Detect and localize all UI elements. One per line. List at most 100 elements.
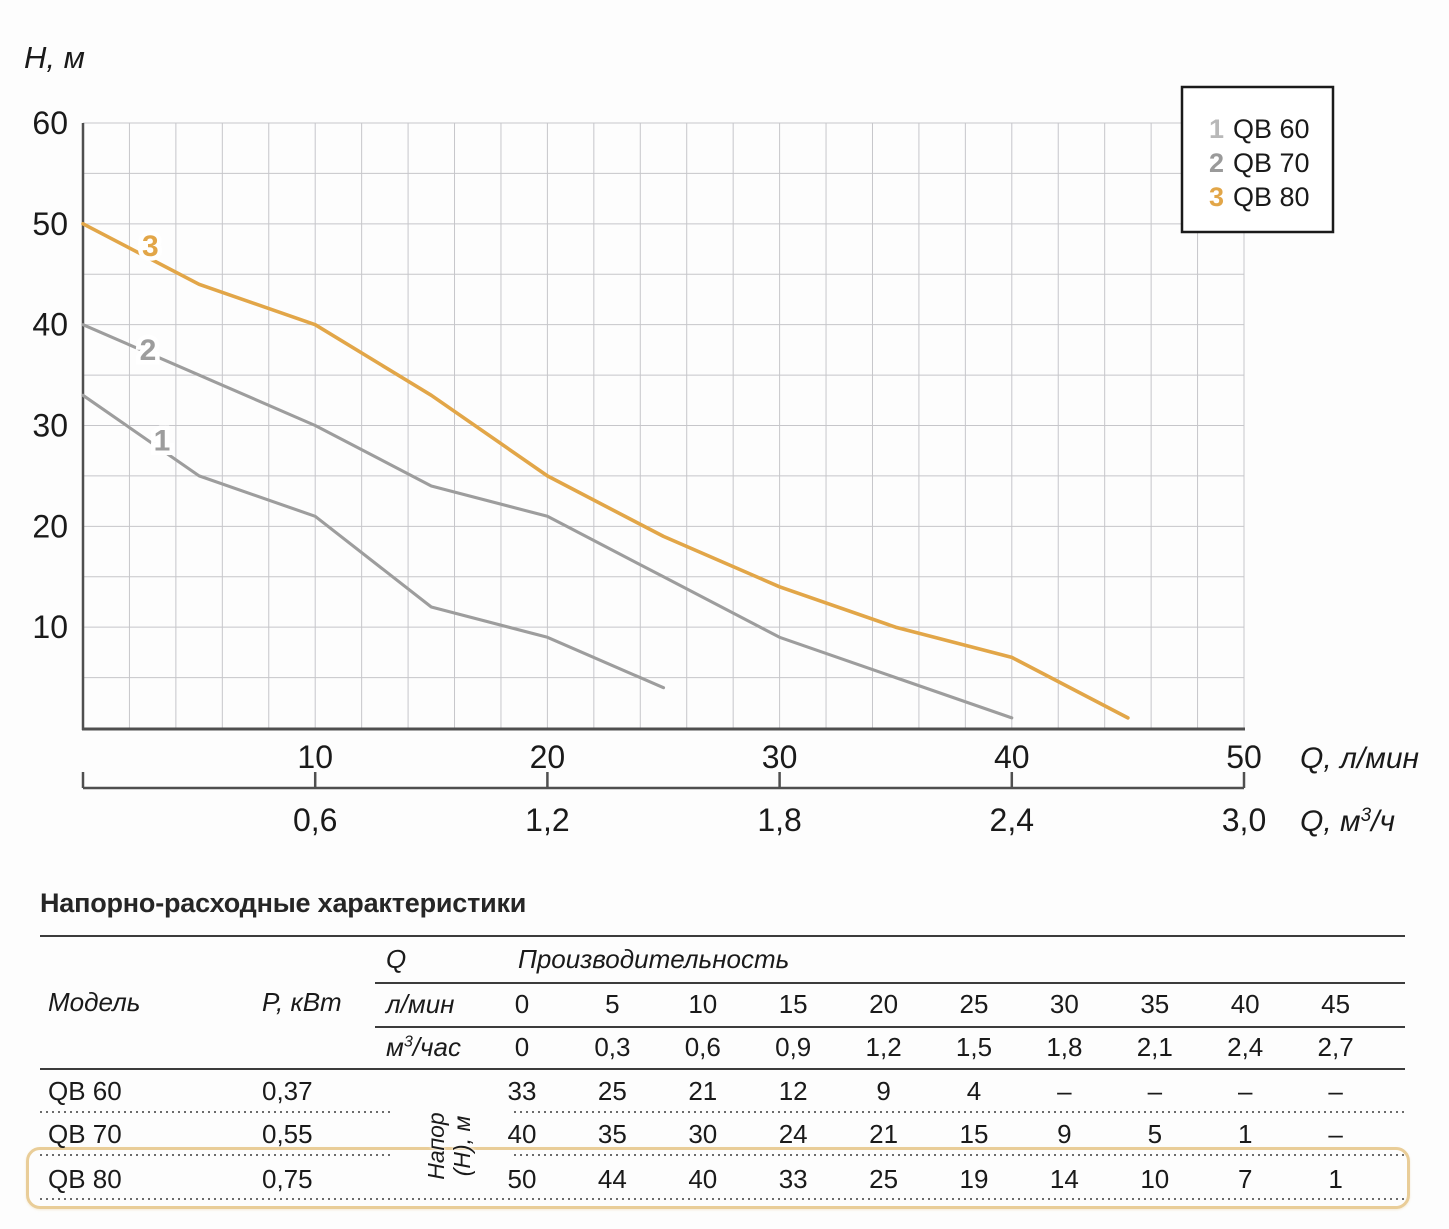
legend-label: QB 60 — [1233, 114, 1310, 144]
x-axis-title-lmin: Q, л/мин — [1300, 742, 1419, 775]
row-value: 7 — [1237, 1164, 1253, 1194]
y-tick-label: 60 — [32, 105, 68, 141]
legend-marker: 3 — [1209, 182, 1224, 212]
x-tick-label-lmin: 40 — [994, 739, 1030, 775]
unit-row-value: 0,9 — [775, 1032, 812, 1062]
row-power: 0,55 — [262, 1119, 313, 1149]
row-separator-dotted — [514, 1111, 1405, 1113]
unit-row-value: 2,7 — [1317, 1032, 1354, 1062]
row-value: 4 — [966, 1076, 982, 1106]
unit-row-value: 0 — [514, 989, 530, 1019]
row-value: 10 — [1140, 1164, 1170, 1194]
row-separator-dotted — [514, 1154, 1405, 1156]
secondary-axis — [81, 772, 1246, 790]
row-value: – — [1328, 1076, 1343, 1106]
unit-row-value: 0,3 — [594, 1032, 631, 1062]
y-tick-label: 10 — [32, 609, 68, 645]
unit-row-value: 10 — [688, 989, 718, 1019]
row-model: QB 80 — [48, 1164, 122, 1194]
curve-number-label: 1 — [154, 425, 171, 458]
row-value: 25 — [597, 1076, 627, 1106]
row-value: 44 — [597, 1164, 627, 1194]
row-separator-dotted — [40, 1198, 1405, 1200]
x-tick-label-lmin: 10 — [297, 739, 333, 775]
row-value: 40 — [688, 1164, 718, 1194]
row-model: QB 60 — [48, 1076, 122, 1106]
unit-row-value: 1,5 — [955, 1032, 993, 1062]
y-axis-title: H, м — [24, 40, 85, 75]
row-separator-dotted — [40, 1154, 392, 1156]
curve-number-label: 2 — [140, 334, 157, 367]
x-tick-label-m3h: 0,6 — [293, 802, 337, 838]
row-power: 0,37 — [262, 1076, 313, 1106]
legend-marker: 1 — [1209, 114, 1224, 144]
unit-row-value: 25 — [959, 989, 989, 1019]
row-value: 30 — [688, 1119, 718, 1149]
unit-row-value: 15 — [778, 989, 808, 1019]
legend-label: QB 70 — [1233, 148, 1310, 178]
unit-row-value: 30 — [1049, 989, 1079, 1019]
unit-row-value: 5 — [605, 989, 620, 1019]
curve-qb-80 — [81, 222, 1130, 720]
row-value: – — [1147, 1076, 1163, 1106]
unit-row-value: 1,2 — [865, 1032, 902, 1062]
unit-row-value: 35 — [1140, 989, 1170, 1019]
grid — [82, 122, 1245, 729]
x-axis-title-m3h: Q, м3/ч — [1300, 805, 1395, 839]
head-rotated-label: Напор (H), м — [423, 1112, 475, 1180]
x-tick-label-lmin: 30 — [762, 739, 798, 775]
header-model: Модель — [48, 987, 141, 1017]
row-value: 12 — [778, 1076, 808, 1106]
row-power: 0,75 — [262, 1164, 313, 1194]
table-rule-under-q — [375, 982, 1405, 984]
row-value: 14 — [1049, 1164, 1079, 1194]
table-title: Напорно-расходные характеристики — [40, 888, 527, 918]
row-value: 1 — [1237, 1119, 1253, 1149]
row-value: 1 — [1328, 1164, 1343, 1194]
x-tick-label-m3h: 1,2 — [525, 802, 569, 838]
row-model: QB 70 — [48, 1119, 122, 1149]
legend-label: QB 80 — [1233, 182, 1310, 212]
curve-number-label: 3 — [142, 230, 159, 263]
legend: 1 QB 60 2 QB 70 3 QB 80 — [1180, 85, 1335, 234]
header-performance: Производительность — [518, 944, 790, 974]
unit-row-value: 1,8 — [1046, 1032, 1083, 1062]
row-value: 35 — [597, 1119, 627, 1149]
legend-marker: 2 — [1209, 148, 1224, 178]
legend-box — [1180, 85, 1335, 234]
row-value: 25 — [869, 1164, 899, 1194]
row-value: – — [1237, 1076, 1253, 1106]
header-power: P, кВт — [262, 987, 342, 1017]
x-tick-label-m3h: 1,8 — [757, 802, 801, 838]
row-value: 24 — [778, 1119, 808, 1149]
unit-row-value: 0,6 — [684, 1032, 721, 1062]
row-value: 33 — [778, 1164, 808, 1194]
y-tick-label: 40 — [32, 307, 68, 343]
unit-row-label: м3/час — [386, 1032, 461, 1062]
x-tick-label-lmin: 50 — [1226, 739, 1262, 775]
curve-qb-70 — [81, 323, 1014, 720]
y-tick-label: 30 — [32, 408, 68, 444]
table-rule-header-bottom — [40, 1068, 1405, 1070]
y-tick-label: 20 — [32, 508, 68, 544]
highlighted-row-box — [26, 1147, 1410, 1209]
x-tick-label-m3h: 2,4 — [990, 802, 1034, 838]
header-q: Q — [386, 944, 407, 974]
row-value: 9 — [876, 1076, 891, 1106]
row-value: 21 — [869, 1119, 899, 1149]
unit-row-value: 45 — [1321, 989, 1351, 1019]
table-rule-under-lmin — [375, 1026, 1405, 1028]
pump-curves-chart: 10 20 30 40 50 60 H, м 1 2 3 10 20 30 40 50 Q, л/мин 0,6… — [24, 40, 1419, 839]
x-tick-label-lmin: 20 — [530, 739, 566, 775]
unit-row-value: 0 — [514, 1032, 530, 1062]
row-separator-dotted — [40, 1111, 392, 1113]
row-value: 19 — [959, 1164, 989, 1194]
row-value: 40 — [507, 1119, 537, 1149]
unit-row-value: 2,4 — [1227, 1032, 1264, 1062]
curve-qb-60 — [81, 393, 666, 690]
row-value: – — [1328, 1119, 1343, 1149]
row-value: 50 — [507, 1164, 537, 1194]
unit-row-value: 40 — [1230, 989, 1260, 1019]
row-value: 9 — [1057, 1119, 1072, 1149]
